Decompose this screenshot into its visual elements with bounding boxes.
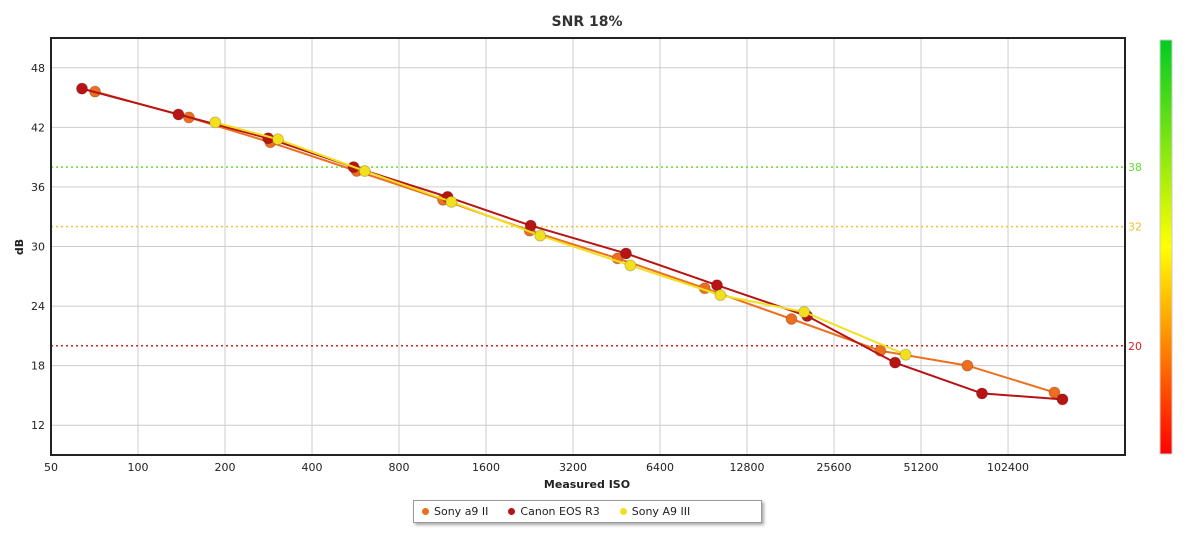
legend-item-canon-eos-r3[interactable]: Canon EOS R3 (508, 505, 600, 518)
legend-marker-sony-a9-iii (619, 508, 627, 515)
legend-label-sony-a9-iii: Sony A9 III (631, 505, 691, 518)
legend: Sony a9 II Canon EOS R3 Sony A9 III (413, 500, 762, 523)
y-tick-label: 30 (31, 241, 45, 254)
quality-color-scale (1159, 39, 1173, 455)
x-tick-label: 102400 (987, 461, 1029, 474)
x-tick-label: 50 (44, 461, 58, 474)
reference-label-32: 32 (1128, 221, 1142, 234)
x-axis-label: Measured ISO (544, 478, 630, 491)
series-layer (75, 82, 1069, 406)
x-tick-label: 400 (302, 461, 323, 474)
series-sony-a9-ii (89, 85, 1061, 399)
data-point-sony-a9-ii[interactable] (785, 312, 798, 325)
y-tick-label: 24 (31, 300, 45, 313)
plot-area-frame (50, 37, 1126, 456)
x-tick-label: 6400 (646, 461, 674, 474)
legend-marker-canon-eos-r3 (508, 508, 516, 515)
y-tick-label: 42 (31, 121, 45, 134)
y-axis-ticks: 12 18 24 30 36 42 48 (31, 62, 45, 432)
x-tick-label: 1600 (472, 461, 500, 474)
data-point-canon-eos-r3[interactable] (75, 82, 88, 95)
snr-chart: SNR 18% 38 32 20 50 100 200 400 800 1600 3200 640… (13, 14, 1173, 491)
x-axis-ticks: 50 100 200 400 800 1600 3200 6400 12800 25600 5120… (44, 461, 1029, 474)
data-point-canon-eos-r3[interactable] (1056, 393, 1069, 406)
data-point-sony-a9-iii[interactable] (209, 116, 222, 129)
x-tick-label: 12800 (730, 461, 765, 474)
x-tick-label: 51200 (904, 461, 939, 474)
reference-label-20: 20 (1128, 340, 1142, 353)
x-tick-label: 800 (389, 461, 410, 474)
series-sony-a9-iii (209, 116, 912, 361)
data-point-canon-eos-r3[interactable] (889, 356, 902, 369)
data-point-sony-a9-iii[interactable] (271, 133, 284, 146)
series-line-sony-a9-iii (214, 121, 907, 356)
y-tick-label: 48 (31, 62, 45, 75)
legend-item-sony-a9-iii[interactable]: Sony A9 III (619, 505, 691, 518)
y-tick-label: 36 (31, 181, 45, 194)
data-point-sony-a9-iii[interactable] (358, 165, 371, 178)
data-point-canon-eos-r3[interactable] (975, 387, 988, 400)
legend-label-sony-a9-ii: Sony a9 II (434, 505, 489, 518)
y-axis-label: dB (13, 239, 26, 255)
x-tick-label: 25600 (817, 461, 852, 474)
y-tick-label: 18 (31, 360, 45, 373)
legend-item-sony-a9-ii[interactable]: Sony a9 II (422, 505, 488, 518)
data-point-sony-a9-iii[interactable] (899, 348, 912, 361)
x-tick-label: 100 (128, 461, 149, 474)
series-line-canon-eos-r3 (81, 87, 1063, 401)
data-point-sony-a9-iii[interactable] (714, 289, 727, 302)
data-point-sony-a9-iii[interactable] (798, 306, 811, 319)
data-point-canon-eos-r3[interactable] (172, 108, 185, 121)
series-line-sony-a9-ii (94, 90, 1055, 394)
data-point-sony-a9-ii[interactable] (961, 359, 974, 372)
data-point-canon-eos-r3[interactable] (619, 247, 632, 260)
y-tick-label: 12 (31, 419, 45, 432)
chart-title: SNR 18% (552, 14, 623, 30)
legend-label-canon-eos-r3: Canon EOS R3 (520, 505, 600, 518)
data-point-sony-a9-iii[interactable] (445, 195, 458, 208)
data-point-sony-a9-iii[interactable] (624, 259, 637, 272)
legend-marker-sony-a9-ii (422, 508, 429, 515)
data-point-sony-a9-iii[interactable] (534, 229, 547, 242)
reference-label-38: 38 (1128, 161, 1142, 174)
x-tick-label: 3200 (559, 461, 587, 474)
x-tick-label: 200 (215, 461, 236, 474)
data-point-canon-eos-r3[interactable] (710, 279, 723, 292)
grid (51, 38, 1125, 455)
reference-lines: 38 32 20 (51, 161, 1142, 353)
